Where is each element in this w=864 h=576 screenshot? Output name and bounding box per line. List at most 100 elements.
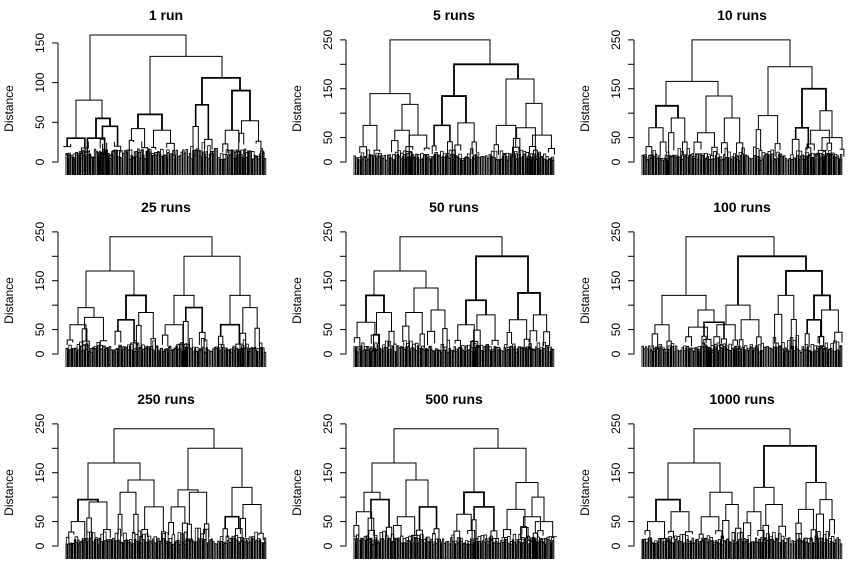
dendrogram-link bbox=[507, 349, 508, 367]
dendrogram-link bbox=[749, 158, 750, 175]
dendrogram-link bbox=[441, 157, 442, 175]
dendrogram-link bbox=[699, 154, 700, 175]
panel-title: 1000 runs bbox=[709, 391, 775, 407]
dendrogram-link bbox=[511, 544, 512, 559]
dendrogram-link bbox=[772, 349, 773, 367]
dendrogram-link bbox=[754, 487, 774, 511]
dendrogram-link bbox=[702, 155, 703, 175]
dendrogram-link bbox=[469, 349, 470, 367]
dendrogram-link bbox=[697, 541, 698, 559]
dendrogram-link bbox=[714, 544, 715, 559]
dendrogram-link bbox=[509, 154, 510, 175]
dendrogram-link bbox=[149, 542, 150, 559]
dendrogram-link bbox=[71, 157, 72, 175]
dendrogram-link bbox=[698, 133, 715, 148]
dendrogram-link bbox=[727, 350, 728, 367]
dendrogram-link bbox=[517, 541, 518, 559]
dendrogram-link bbox=[537, 349, 538, 367]
dendrogram-link bbox=[98, 346, 99, 367]
dendrogram-link bbox=[491, 539, 492, 559]
dendrogram-link bbox=[104, 530, 111, 538]
dendrogram-link bbox=[86, 156, 87, 175]
dendrogram-link bbox=[240, 333, 246, 349]
dendrogram-link bbox=[660, 142, 666, 155]
dendrogram-link bbox=[253, 159, 254, 175]
dendrogram-link bbox=[702, 540, 703, 559]
y-tick-label: 150 bbox=[609, 78, 623, 98]
dendrogram-link bbox=[216, 544, 217, 559]
dendrogram-link bbox=[359, 349, 360, 367]
dendrogram-link bbox=[134, 351, 135, 367]
dendrogram-link bbox=[154, 543, 155, 559]
y-tick-label: 50 bbox=[33, 115, 47, 129]
dendrogram-link bbox=[427, 158, 428, 175]
dendrogram-link bbox=[256, 141, 261, 150]
dendrogram-link bbox=[154, 154, 155, 175]
dendrogram-link bbox=[404, 543, 405, 559]
dendrogram-link bbox=[459, 348, 460, 367]
dendrogram-panel-9: 1000 runs Distance 0 50 150 250 bbox=[576, 384, 864, 576]
dendrogram-link bbox=[819, 538, 820, 559]
dendrogram-link bbox=[784, 156, 785, 175]
dendrogram-link bbox=[810, 538, 811, 559]
dendrogram-link bbox=[221, 160, 222, 175]
dendrogram-link bbox=[820, 346, 821, 367]
dendrogram-link bbox=[439, 539, 440, 559]
y-tick-label: 0 bbox=[321, 350, 335, 357]
dendrogram-link bbox=[372, 544, 373, 559]
dendrogram-link bbox=[814, 544, 815, 559]
dendrogram-link bbox=[792, 159, 793, 175]
dendrogram-link bbox=[179, 349, 180, 367]
dendrogram-link bbox=[69, 532, 74, 539]
dendrogram-link bbox=[466, 544, 467, 559]
dendrogram-link bbox=[806, 483, 826, 510]
dendrogram-link bbox=[720, 348, 721, 367]
dendrogram-link bbox=[507, 543, 508, 559]
dendrogram-link bbox=[101, 349, 102, 367]
dendrogram-link bbox=[538, 531, 543, 538]
dendrogram-svg: 250 runs Distance 0 50 150 250 bbox=[0, 384, 288, 576]
dendrogram-link bbox=[662, 349, 663, 367]
dendrogram-svg: 10 runsDistance050150250 bbox=[576, 0, 864, 192]
dendrogram-link bbox=[757, 543, 758, 559]
dendrogram-link bbox=[526, 103, 542, 135]
dendrogram-link bbox=[264, 538, 265, 559]
dendrogram-link bbox=[656, 500, 680, 522]
dendrogram-panel-2: 5 runs Distance 0 50 150 250 bbox=[288, 0, 576, 192]
dendrogram-link bbox=[774, 158, 775, 175]
dendrogram-link bbox=[487, 544, 488, 559]
dendrogram-link bbox=[248, 543, 249, 559]
dendrogram-link bbox=[787, 539, 788, 559]
dendrogram-link bbox=[720, 160, 721, 175]
dendrogram-link bbox=[797, 540, 798, 559]
dendrogram-link bbox=[694, 351, 695, 367]
dendrogram-link bbox=[710, 159, 711, 175]
dendrogram-link bbox=[116, 349, 117, 367]
dendrogram-link bbox=[840, 155, 841, 175]
dendrogram-link bbox=[777, 347, 778, 367]
dendrogram-link bbox=[141, 150, 142, 175]
dendrogram-link bbox=[169, 542, 170, 559]
dendrogram-link bbox=[774, 347, 775, 367]
dendrogram-link bbox=[692, 40, 790, 82]
dendrogram-link bbox=[507, 333, 511, 346]
dendrogram-link bbox=[444, 157, 445, 175]
dendrogram-link bbox=[817, 155, 818, 175]
dendrogram-link bbox=[213, 349, 214, 367]
dendrogram-link bbox=[787, 160, 788, 175]
dendrogram-link bbox=[824, 543, 825, 559]
dendrogram-link bbox=[144, 349, 145, 367]
dendrogram-link bbox=[779, 346, 780, 367]
dendrogram-link bbox=[496, 542, 497, 559]
dendrogram-link bbox=[161, 156, 162, 175]
dendrogram-link bbox=[504, 155, 505, 175]
dendrogram-link bbox=[682, 142, 687, 156]
dendrogram-link bbox=[374, 157, 375, 175]
dendrogram-link bbox=[244, 348, 245, 367]
dendrogram-link bbox=[143, 349, 144, 367]
dendrogram-link bbox=[474, 448, 526, 492]
dendrogram-link bbox=[484, 542, 485, 559]
dendrogram-link bbox=[542, 542, 543, 559]
dendrogram-link bbox=[772, 154, 773, 175]
dendrogram-link bbox=[769, 348, 770, 367]
